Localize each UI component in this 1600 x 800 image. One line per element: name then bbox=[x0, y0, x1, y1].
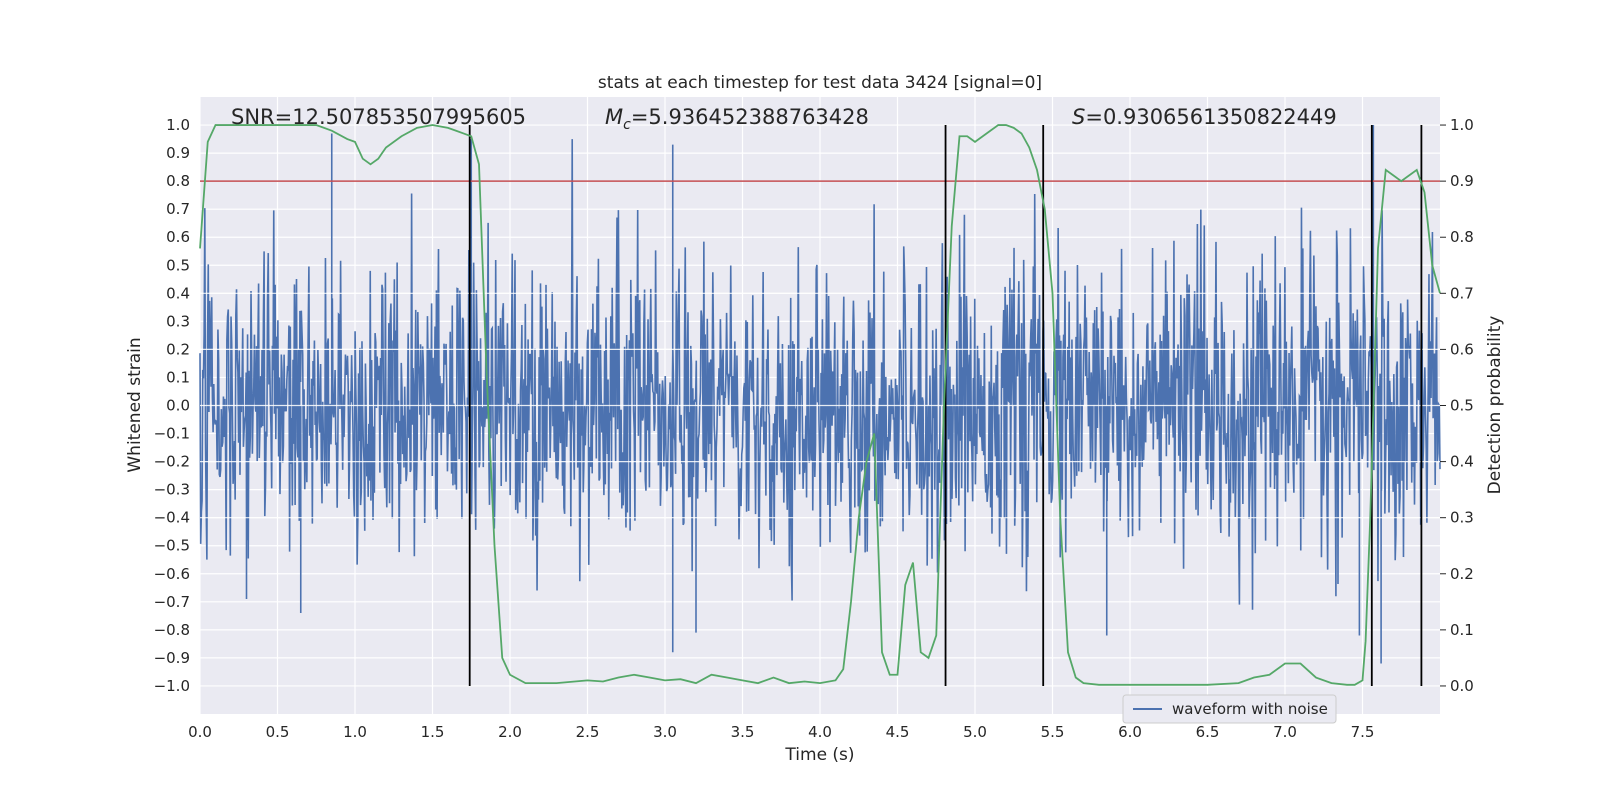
y-tick-label: 0.0 bbox=[166, 397, 190, 415]
legend-label: waveform with noise bbox=[1172, 700, 1328, 718]
y2-tick-label: 0.3 bbox=[1450, 509, 1474, 527]
x-tick-label: 3.0 bbox=[653, 723, 677, 741]
waveform-series bbox=[199, 125, 1441, 664]
x-tick-label: 5.5 bbox=[1041, 723, 1065, 741]
y2-tick-label: 0.4 bbox=[1450, 453, 1474, 471]
y2-tick-label: 0.5 bbox=[1450, 397, 1474, 415]
y2-tick-label: 1.0 bbox=[1450, 116, 1474, 134]
y-tick-label: −0.6 bbox=[154, 565, 190, 583]
s-symbol: S bbox=[1072, 105, 1085, 129]
y-axis-right: 0.0 0.1 0.2 0.3 0.4 0.5 0.6 0.7 0.8 0.9 1.0 bbox=[1440, 116, 1474, 695]
x-tick-label: 6.0 bbox=[1118, 723, 1142, 741]
y-tick-label: −0.3 bbox=[154, 481, 190, 499]
x-tick-label: 1.5 bbox=[421, 723, 445, 741]
mc-symbol: M bbox=[605, 105, 623, 129]
snr-annotation: SNR=12.507853507995605 bbox=[231, 105, 526, 129]
y2-tick-label: 0.1 bbox=[1450, 621, 1474, 639]
y-tick-label: −0.9 bbox=[154, 649, 190, 667]
x-tick-label: 4.0 bbox=[808, 723, 832, 741]
x-tick-label: 3.5 bbox=[731, 723, 755, 741]
y-tick-label: −0.7 bbox=[154, 593, 190, 611]
y-tick-label: 0.3 bbox=[166, 312, 190, 330]
s-annotation: S=0.9306561350822449 bbox=[1072, 105, 1337, 129]
x-tick-label: 2.0 bbox=[498, 723, 522, 741]
y-tick-label: 0.6 bbox=[166, 228, 190, 246]
x-axis: 0.0 0.5 1.0 1.5 2.0 2.5 3.0 3.5 4.0 4.5 5.0 5.5 6.0 6… bbox=[188, 723, 1374, 741]
y-axis-left: −1.0 −0.9 −0.8 −0.7 −0.6 −0.5 −0.4 −0.3 −0.2 −0.1… bbox=[154, 116, 190, 695]
x-tick-label: 5.0 bbox=[963, 723, 987, 741]
y-tick-label: −0.5 bbox=[154, 537, 190, 555]
y-tick-label: 0.8 bbox=[166, 172, 190, 190]
y-axis-label: Whitened strain bbox=[125, 337, 145, 472]
y-tick-label: 1.0 bbox=[166, 116, 190, 134]
y-tick-label: 0.4 bbox=[166, 284, 190, 302]
x-tick-label: 4.5 bbox=[886, 723, 910, 741]
x-tick-label: 2.5 bbox=[576, 723, 600, 741]
x-tick-label: 7.0 bbox=[1273, 723, 1297, 741]
y2-tick-label: 0.7 bbox=[1450, 284, 1474, 302]
mc-value: =5.936452388763428 bbox=[631, 105, 869, 129]
x-tick-label: 1.0 bbox=[343, 723, 367, 741]
y2-axis-label: Detection probability bbox=[1485, 316, 1505, 495]
y-tick-label: −0.8 bbox=[154, 621, 190, 639]
y2-tick-label: 0.8 bbox=[1450, 228, 1474, 246]
y-tick-label: −1.0 bbox=[154, 677, 190, 695]
y-tick-label: −0.4 bbox=[154, 509, 190, 527]
y-tick-label: 0.7 bbox=[166, 200, 190, 218]
y-tick-label: 0.9 bbox=[166, 144, 190, 162]
y-tick-label: 0.5 bbox=[166, 256, 190, 274]
chart-title: stats at each timestep for test data 342… bbox=[598, 73, 1042, 93]
x-axis-label: Time (s) bbox=[784, 745, 854, 765]
y-tick-label: −0.2 bbox=[154, 453, 190, 471]
probability-series bbox=[199, 124, 1441, 686]
y-tick-label: 0.1 bbox=[166, 368, 190, 386]
mc-annotation: Mc=5.936452388763428 bbox=[605, 105, 869, 133]
legend: waveform with noise bbox=[1122, 694, 1337, 724]
legend-box bbox=[1122, 694, 1337, 724]
y2-tick-label: 0.9 bbox=[1450, 172, 1474, 190]
y2-tick-label: 0.0 bbox=[1450, 677, 1474, 695]
x-tick-label: 7.5 bbox=[1351, 723, 1375, 741]
y2-tick-label: 0.2 bbox=[1450, 565, 1474, 583]
y-tick-label: 0.2 bbox=[166, 340, 190, 358]
y-tick-label: −0.1 bbox=[154, 425, 190, 443]
x-tick-label: 6.5 bbox=[1196, 723, 1220, 741]
x-tick-label: 0.5 bbox=[266, 723, 290, 741]
mc-subscript: c bbox=[623, 117, 631, 133]
x-tick-label: 0.0 bbox=[188, 723, 212, 741]
waveform-line bbox=[199, 139, 1441, 610]
s-value: =0.9306561350822449 bbox=[1085, 105, 1336, 129]
vertical-lines bbox=[468, 125, 1423, 686]
y2-tick-label: 0.6 bbox=[1450, 340, 1474, 358]
grid-overlay bbox=[200, 292, 1440, 519]
probability-line bbox=[199, 124, 1441, 686]
